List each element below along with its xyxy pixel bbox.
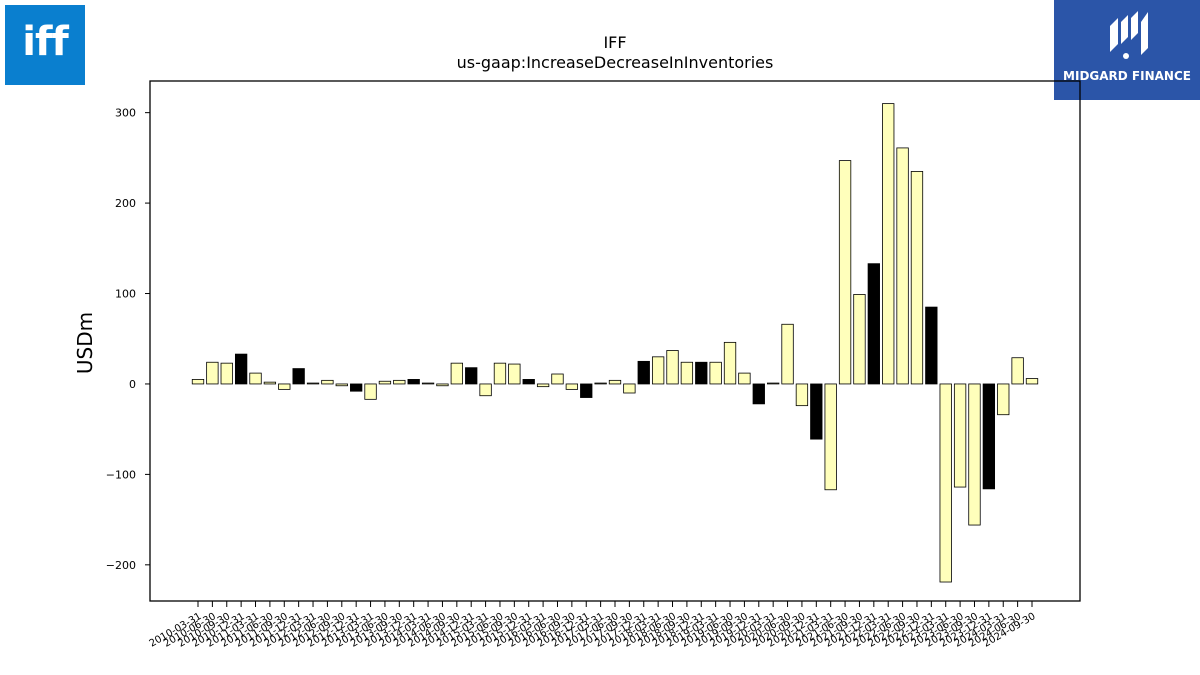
- bar-2012-03-31: [306, 382, 320, 385]
- bar-2022-12-31: [925, 306, 938, 385]
- bar-2021-06-30: [838, 160, 852, 385]
- y-tick-label: 300: [115, 107, 136, 120]
- bar-2011-06-30: [263, 381, 277, 385]
- chart-subtitle: us-gaap:IncreaseDecreaseInInventories: [457, 53, 774, 72]
- bar-2011-03-31: [249, 372, 262, 385]
- bar-2024-06-30: [1011, 357, 1024, 385]
- bar-2019-12-31: [752, 383, 765, 405]
- bar-2017-06-30: [608, 379, 622, 385]
- bar-2023-12-31: [982, 383, 996, 490]
- bar-2018-09-30: [680, 361, 694, 385]
- bar-2021-03-31: [824, 383, 837, 491]
- bar-2013-06-30: [378, 380, 392, 385]
- bar-2020-09-30: [795, 383, 809, 407]
- chart-title: IFF: [603, 33, 626, 52]
- y-axis-label: USDm: [73, 312, 97, 374]
- bar-2023-09-30: [968, 383, 981, 526]
- bar-2010-12-31: [234, 353, 248, 385]
- bar-2016-03-31: [536, 383, 550, 388]
- bar-2014-03-31: [421, 382, 435, 385]
- bar-2021-12-31: [867, 263, 880, 385]
- bar-2015-12-31: [522, 379, 535, 385]
- bar-2013-03-31: [364, 383, 377, 400]
- bar-2023-03-31: [939, 383, 952, 583]
- bar-2010-06-30: [206, 361, 219, 385]
- bar-2023-06-30: [953, 383, 967, 488]
- bar-2013-12-31: [407, 379, 420, 385]
- x-axis: 2010-03-312010-06-302010-09-302010-12-31…: [148, 601, 1038, 650]
- plot-frame: [149, 80, 1081, 602]
- midgard-logo-text: MIDGARD FINANCE: [1063, 69, 1191, 83]
- bar-2014-09-30: [450, 362, 463, 385]
- y-tick-label: −200: [106, 559, 136, 572]
- bar-2018-06-30: [666, 350, 679, 385]
- bar-2014-06-30: [436, 383, 449, 387]
- bar-2021-09-30: [853, 294, 866, 385]
- bar-2010-03-31: [191, 379, 205, 385]
- y-axis: −200 −100 0 100 200 300: [106, 107, 150, 572]
- y-tick-label: 100: [115, 288, 136, 301]
- bar-2022-06-30: [896, 147, 909, 385]
- bar-2011-12-31: [292, 368, 305, 385]
- bar-2018-03-31: [651, 356, 665, 385]
- bar-2011-09-30: [278, 383, 291, 390]
- bar-2016-06-30: [551, 373, 564, 385]
- bar-2018-12-31: [695, 361, 708, 385]
- bar-2016-09-30: [565, 383, 579, 390]
- bar-2016-12-31: [580, 383, 593, 398]
- bar-2012-09-30: [335, 383, 348, 387]
- bar-2019-03-31: [709, 361, 722, 385]
- bar-2012-06-30: [321, 379, 334, 385]
- y-tick-label: −100: [106, 468, 136, 481]
- bar-2015-03-31: [479, 383, 492, 397]
- bar-2024-03-31: [997, 383, 1010, 416]
- y-tick-label: 0: [129, 378, 136, 391]
- bar-2017-03-31: [594, 382, 607, 385]
- bar-2024-09-30: [1025, 378, 1039, 385]
- bar-2019-09-30: [738, 372, 751, 385]
- bars-layer: [191, 103, 1039, 583]
- midgard-emblem-icon: [1110, 11, 1148, 59]
- bar-2017-12-31: [637, 360, 650, 385]
- bar-2012-12-31: [350, 383, 363, 392]
- bar-2015-09-30: [508, 363, 521, 385]
- bar-2010-09-30: [220, 362, 233, 385]
- bar-2019-06-30: [723, 341, 737, 385]
- bar-2020-06-30: [781, 323, 794, 385]
- iff-logo-text: iff: [22, 19, 69, 65]
- bar-2020-03-31: [767, 382, 780, 385]
- iff-logo: iff: [5, 5, 85, 85]
- midgard-finance-logo: MIDGARD FINANCE: [1054, 0, 1200, 100]
- bar-2017-09-30: [623, 383, 636, 394]
- bar-2013-09-30: [393, 379, 406, 385]
- bar-2022-09-30: [910, 171, 924, 385]
- bar-2020-12-31: [810, 383, 823, 440]
- bar-2022-03-31: [882, 103, 895, 385]
- bar-2015-06-30: [493, 362, 507, 385]
- y-tick-label: 200: [115, 197, 136, 210]
- bar-2014-12-31: [465, 367, 478, 385]
